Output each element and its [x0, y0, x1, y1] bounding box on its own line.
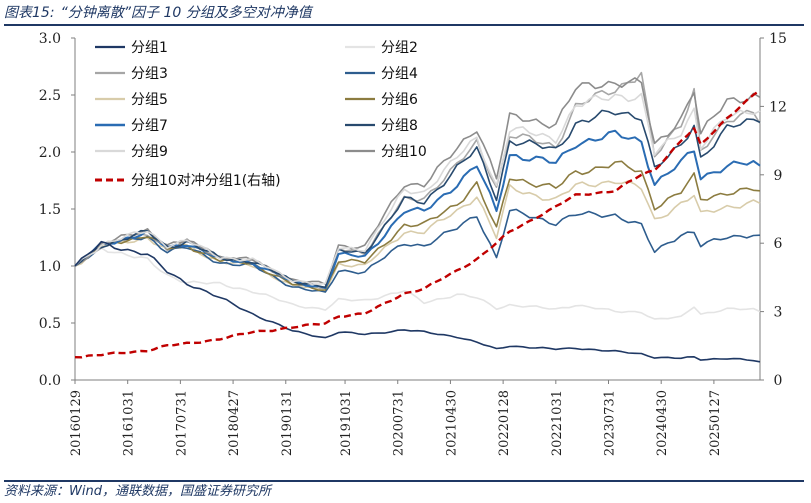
- series-line-6: [74, 160, 761, 292]
- right-tick-label: 9: [774, 168, 783, 184]
- source-note: 资料来源：Wind，通联数据，国盛证券研究所: [4, 480, 804, 502]
- x-tick-label: 20220128: [497, 390, 512, 456]
- left-tick-label: 0.5: [39, 316, 61, 332]
- series-line-8: [74, 109, 761, 289]
- legend-label-2: 分组2: [381, 40, 418, 56]
- legend-label-9: 分组9: [131, 144, 168, 160]
- legend-label-11: 分组10对冲分组1(右轴): [131, 173, 281, 189]
- x-tick-label: 20190131: [280, 390, 295, 456]
- legend-label-5: 分组5: [131, 92, 168, 108]
- x-tick-label: 20210430: [444, 390, 459, 456]
- series-line-4: [74, 208, 761, 293]
- series-line-7: [74, 129, 761, 290]
- legend-label-4: 分组4: [381, 66, 418, 82]
- right-tick-label: 15: [769, 31, 787, 47]
- left-tick-label: 2.5: [39, 88, 61, 104]
- x-tick-label: 20200731: [392, 390, 407, 456]
- legend-label-7: 分组7: [131, 118, 168, 134]
- left-tick-label: 3.0: [39, 31, 61, 47]
- right-tick-label: 12: [769, 99, 787, 115]
- legend-label-1: 分组1: [131, 40, 168, 56]
- series-line-2: [74, 247, 761, 320]
- legend-label-3: 分组3: [131, 66, 168, 82]
- series-line-11: [74, 89, 761, 359]
- x-tick-label: 20160129: [69, 390, 84, 456]
- x-tick-label: 20170731: [174, 390, 189, 456]
- right-tick-label: 3: [774, 305, 783, 321]
- x-tick-label: 20230731: [603, 390, 618, 456]
- left-tick-label: 1.5: [39, 202, 61, 218]
- legend-label-10: 分组10: [381, 144, 427, 160]
- left-tick-label: 1.0: [39, 259, 61, 275]
- right-tick-label: 6: [774, 236, 783, 252]
- series-line-1: [74, 240, 761, 363]
- x-tick-label: 20161031: [122, 390, 137, 456]
- x-tick-label: 20240430: [655, 390, 670, 456]
- x-tick-label: 20180427: [227, 390, 242, 456]
- figure-label: 图表15:: [4, 5, 55, 21]
- x-tick-label: 20221031: [550, 390, 565, 456]
- figure-title: “分钟离散”因子 10 分组及多空对冲净值: [60, 5, 312, 21]
- left-tick-label: 0.0: [39, 373, 61, 389]
- right-tick-label: 0: [774, 373, 783, 389]
- chart-title: 图表15: “分钟离散”因子 10 分组及多空对冲净值: [4, 2, 804, 26]
- series-line-5: [74, 180, 761, 294]
- series-line-9: [74, 92, 761, 285]
- x-tick-label: 20250127: [708, 390, 723, 456]
- left-tick-label: 2.0: [39, 145, 61, 161]
- legend-label-8: 分组8: [381, 118, 418, 134]
- legend-label-6: 分组6: [381, 92, 418, 108]
- x-tick-label: 20191031: [339, 390, 354, 456]
